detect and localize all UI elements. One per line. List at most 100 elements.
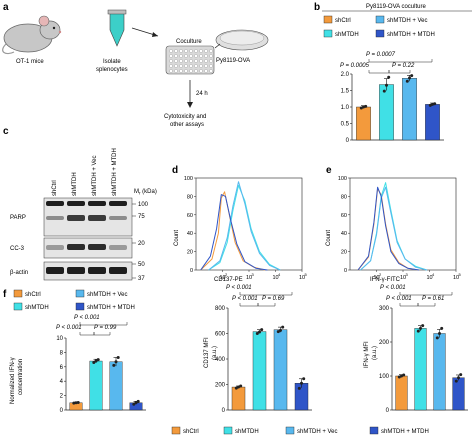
hist-e-ylabel: Count [326, 230, 332, 246]
b-y-tick-label: 0 [346, 138, 350, 144]
f-legend-vec: shMTDH + Vec [87, 292, 128, 298]
e-bar-shmtdh [414, 328, 427, 411]
b-point-shmtdh [382, 89, 386, 93]
mouse-label: OT-1 mice [16, 59, 44, 65]
arrow-head-2 [187, 102, 193, 108]
tumor-dish-inner [219, 30, 265, 46]
e-point-shmtdh [416, 329, 420, 333]
plate-well [209, 54, 213, 58]
d-point-shctrl [239, 384, 243, 388]
actin-band-lane1 [46, 267, 64, 274]
f-legend: shCtrl shMTDH + Vec shMTDH shMTDH + MTDH [13, 289, 135, 311]
chart-f: 0 2 4 6 8 10 [56, 336, 146, 414]
f-point-shctrl [72, 401, 76, 405]
e-bar-mtdh [452, 377, 465, 411]
e-y-tick-label: 300 [379, 306, 390, 312]
b-point-vec [410, 74, 414, 78]
b-legend-mtdh: shMTDH + MTDH [387, 32, 435, 38]
hist-e-x-tick-label: 10 [427, 275, 433, 281]
f-bracket-1 [79, 322, 128, 326]
hist-e-x-tick-label: 10 [400, 275, 406, 281]
bottom-legend-vec: shMTDH + Vec [297, 429, 338, 435]
b-y-tick-label: 1.5 [341, 89, 350, 95]
bottom-legend-swatch-mtdh [369, 426, 379, 435]
plate-well [174, 59, 178, 63]
f-pval-2: P = 0.99 [94, 325, 117, 331]
hist-d-x-tick-label: 10 [273, 275, 279, 281]
e-y-tick-label: 200 [379, 340, 390, 346]
parp-band-lane3 [88, 201, 106, 206]
chart-b: 0 0.5 1.0 1.5 2.0 [341, 72, 444, 144]
plate-well [179, 49, 183, 53]
e-point-mtdh [459, 373, 463, 377]
b-bar-shmtdh [379, 84, 394, 141]
mouse-nose [58, 30, 62, 34]
plate-well [194, 49, 198, 53]
d-bar-shmtdh [252, 331, 267, 411]
well-plate-grid [169, 49, 213, 73]
b-header: Py8119-OVA coculture [366, 4, 426, 10]
hist-d-x-tick-label: 10 [299, 275, 305, 281]
hist-d-ylabel: Count [174, 230, 180, 246]
b-legend-shctrl: shCtrl [335, 18, 351, 24]
plate-well [184, 49, 188, 53]
d-pval-1: P < 0.001 [232, 296, 258, 302]
f-pval-0: P < 0.001 [56, 325, 82, 331]
e-bar-ylabel: IFN-γ MFI [364, 341, 370, 368]
e-point-vec [440, 326, 444, 330]
f-ylabel-2: concentration [18, 359, 24, 395]
hist-d-curve-shctrl [200, 191, 266, 271]
d-point-shmtdh [255, 332, 259, 335]
lane-label-vec: shMTDH + Vec [92, 155, 98, 196]
mouse-tail [2, 43, 15, 55]
plate-well [189, 54, 193, 58]
plate-well [199, 59, 203, 63]
plate-well [199, 54, 203, 58]
hist-d-curve-vec [208, 181, 281, 271]
plate-well [199, 49, 203, 53]
panel-label-c: c [3, 126, 9, 137]
d-point-vec [276, 330, 280, 334]
b-y-tick-label: 0.5 [341, 122, 350, 128]
f-point-shctrl [74, 401, 78, 405]
parp-cleaved-lane2 [67, 215, 85, 221]
d-point-shmtdh [258, 330, 261, 334]
isolate-label-1: Isolate [103, 59, 121, 65]
bottom-legend-swatch-shctrl [171, 426, 181, 435]
b-pval-1: P = 0.0007 [366, 52, 396, 58]
arrow-head-1 [152, 32, 158, 37]
f-bar-shmtdh [89, 360, 103, 411]
e-point-mtdh [457, 376, 460, 380]
tube-illustration [107, 9, 127, 47]
e-y-tick-label: 0 [386, 408, 390, 414]
d-y-tick-label: 600 [215, 332, 226, 338]
plate-well [194, 54, 198, 58]
b-y-tick-label: 2.0 [341, 72, 350, 78]
f-ylabel-1: Normalized IFN-γ [10, 357, 16, 404]
d-point-mtdh [297, 386, 301, 390]
f-legend-swatch-shctrl [13, 289, 23, 298]
hist-e-x-tick-label: 10 [453, 275, 459, 281]
plate-well [189, 59, 193, 63]
cc3-band-lane1 [46, 245, 64, 250]
hist-e-x-tick-exponent: 2 [379, 272, 382, 277]
b-legend-swatch-vec [375, 15, 385, 24]
cc3-band-lane3 [88, 244, 106, 250]
d-bar-shctrl [231, 386, 246, 411]
hist-d-x-tick-label: 10 [246, 275, 252, 281]
plate-well [204, 54, 208, 58]
plate-well [184, 64, 188, 68]
hist-d-x-tick-exponent: 3 [252, 272, 255, 277]
isolate-label-2: splenocytes [96, 67, 128, 73]
d-bracket-2 [257, 303, 276, 307]
mw-markers: 100 75 20 50 37 [132, 202, 149, 282]
hist-d-y-tick-label: 60 [187, 213, 193, 219]
d-point-vec [281, 325, 285, 329]
hist-e-y-tick-label: 60 [341, 213, 347, 219]
d-bar-ylabel: CD137 MFI [204, 337, 210, 368]
b-bracket-1 [368, 59, 433, 63]
e-pval-0: P < 0.001 [380, 285, 406, 291]
parp-cleaved-lane1 [46, 216, 64, 220]
hist-e-curve-mtdh [357, 186, 420, 271]
plate-well [189, 69, 193, 73]
